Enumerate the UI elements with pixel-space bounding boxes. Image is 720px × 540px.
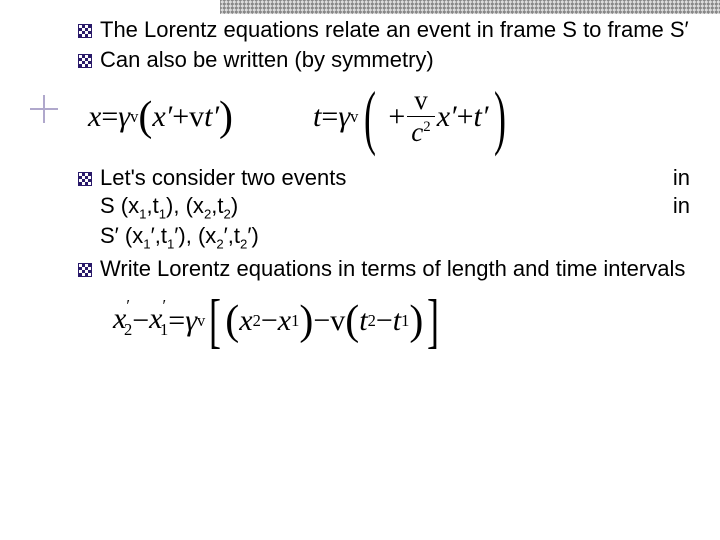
decorative-cross [30,95,58,123]
coords-Sprime-line: S′ (x1′,t1′), (x2′,t2′) [100,223,259,248]
eq-x-lhs: x [88,100,101,134]
eq-t-gamma-sub: v [350,107,358,127]
bullet-item-2: Can also be written (by symmetry) [78,46,698,74]
eq-t-frac: v c2 [407,87,434,146]
equation-interval: x′2 − x′1 = γv [ ( x2 − x1 ) − v ( t2 − … [113,297,698,345]
eq-t-gamma: γ [338,100,350,134]
bullet-text-1: The Lorentz equations relate an event in… [100,16,689,44]
eq-t-lhs: t [313,100,321,134]
bullet-item-3: Let's consider two events S (x1,t1), (x2… [78,164,698,253]
equation-t: t = γ v ( + v c2 x′ + t′ ) [313,87,512,146]
eq-t-tprime: t′ [474,100,489,134]
eq-t-plus2: + [457,100,474,134]
bullet-icon [78,172,92,186]
eq-x-plus: + [172,100,189,134]
eq-x-rparen: ) [219,93,233,141]
eq-x-tprime: t′ [204,100,219,134]
bullet-item-1: The Lorentz equations relate an event in… [78,16,698,44]
bullet-icon [78,263,92,277]
equation-row-1: x = γ v ( x′ + v t′ ) t = γ v ( + v c2 [88,87,698,146]
bullet-icon [78,54,92,68]
eq-t-den-exp: 2 [423,119,430,135]
eq-t-num: v [410,87,432,116]
eq-t-plus1: + [388,100,405,134]
eq-t-den-c: c [411,117,423,147]
eq-x-lparen: ( [138,93,152,141]
eq-x-gamma: γ [118,100,130,134]
eq-x-equals: = [101,100,118,134]
equation-x: x = γ v ( x′ + v t′ ) [88,87,233,146]
header-pattern-bar [220,0,720,14]
bullet-item-4: Write Lorentz equations in terms of leng… [78,255,698,283]
in-label-1: in [673,165,690,190]
bullet-text-3: Let's consider two events [100,165,346,190]
bullet-text-2: Can also be written (by symmetry) [100,46,434,74]
eq-x-xprime: x′ [152,100,172,134]
eq-t-den: c2 [407,116,434,146]
eq3-x1p: x′1 [149,302,168,340]
in-label-2: in [673,193,690,218]
bullet-text-3-block: Let's consider two events S (x1,t1), (x2… [100,164,346,253]
eq-x-v: v [189,100,204,134]
eq3-x2p: x′2 [113,302,132,340]
bullet-text-4: Write Lorentz equations in terms of leng… [100,255,685,283]
bullet-icon [78,24,92,38]
slide-content: The Lorentz equations relate an event in… [78,16,698,345]
eq-t-xprime: x′ [437,100,457,134]
eq-x-gamma-sub: v [130,107,138,127]
right-in-column: in in [673,164,690,219]
coords-S-line: S (x1,t1), (x2,t2) [100,193,238,218]
eq-t-equals: = [321,100,338,134]
